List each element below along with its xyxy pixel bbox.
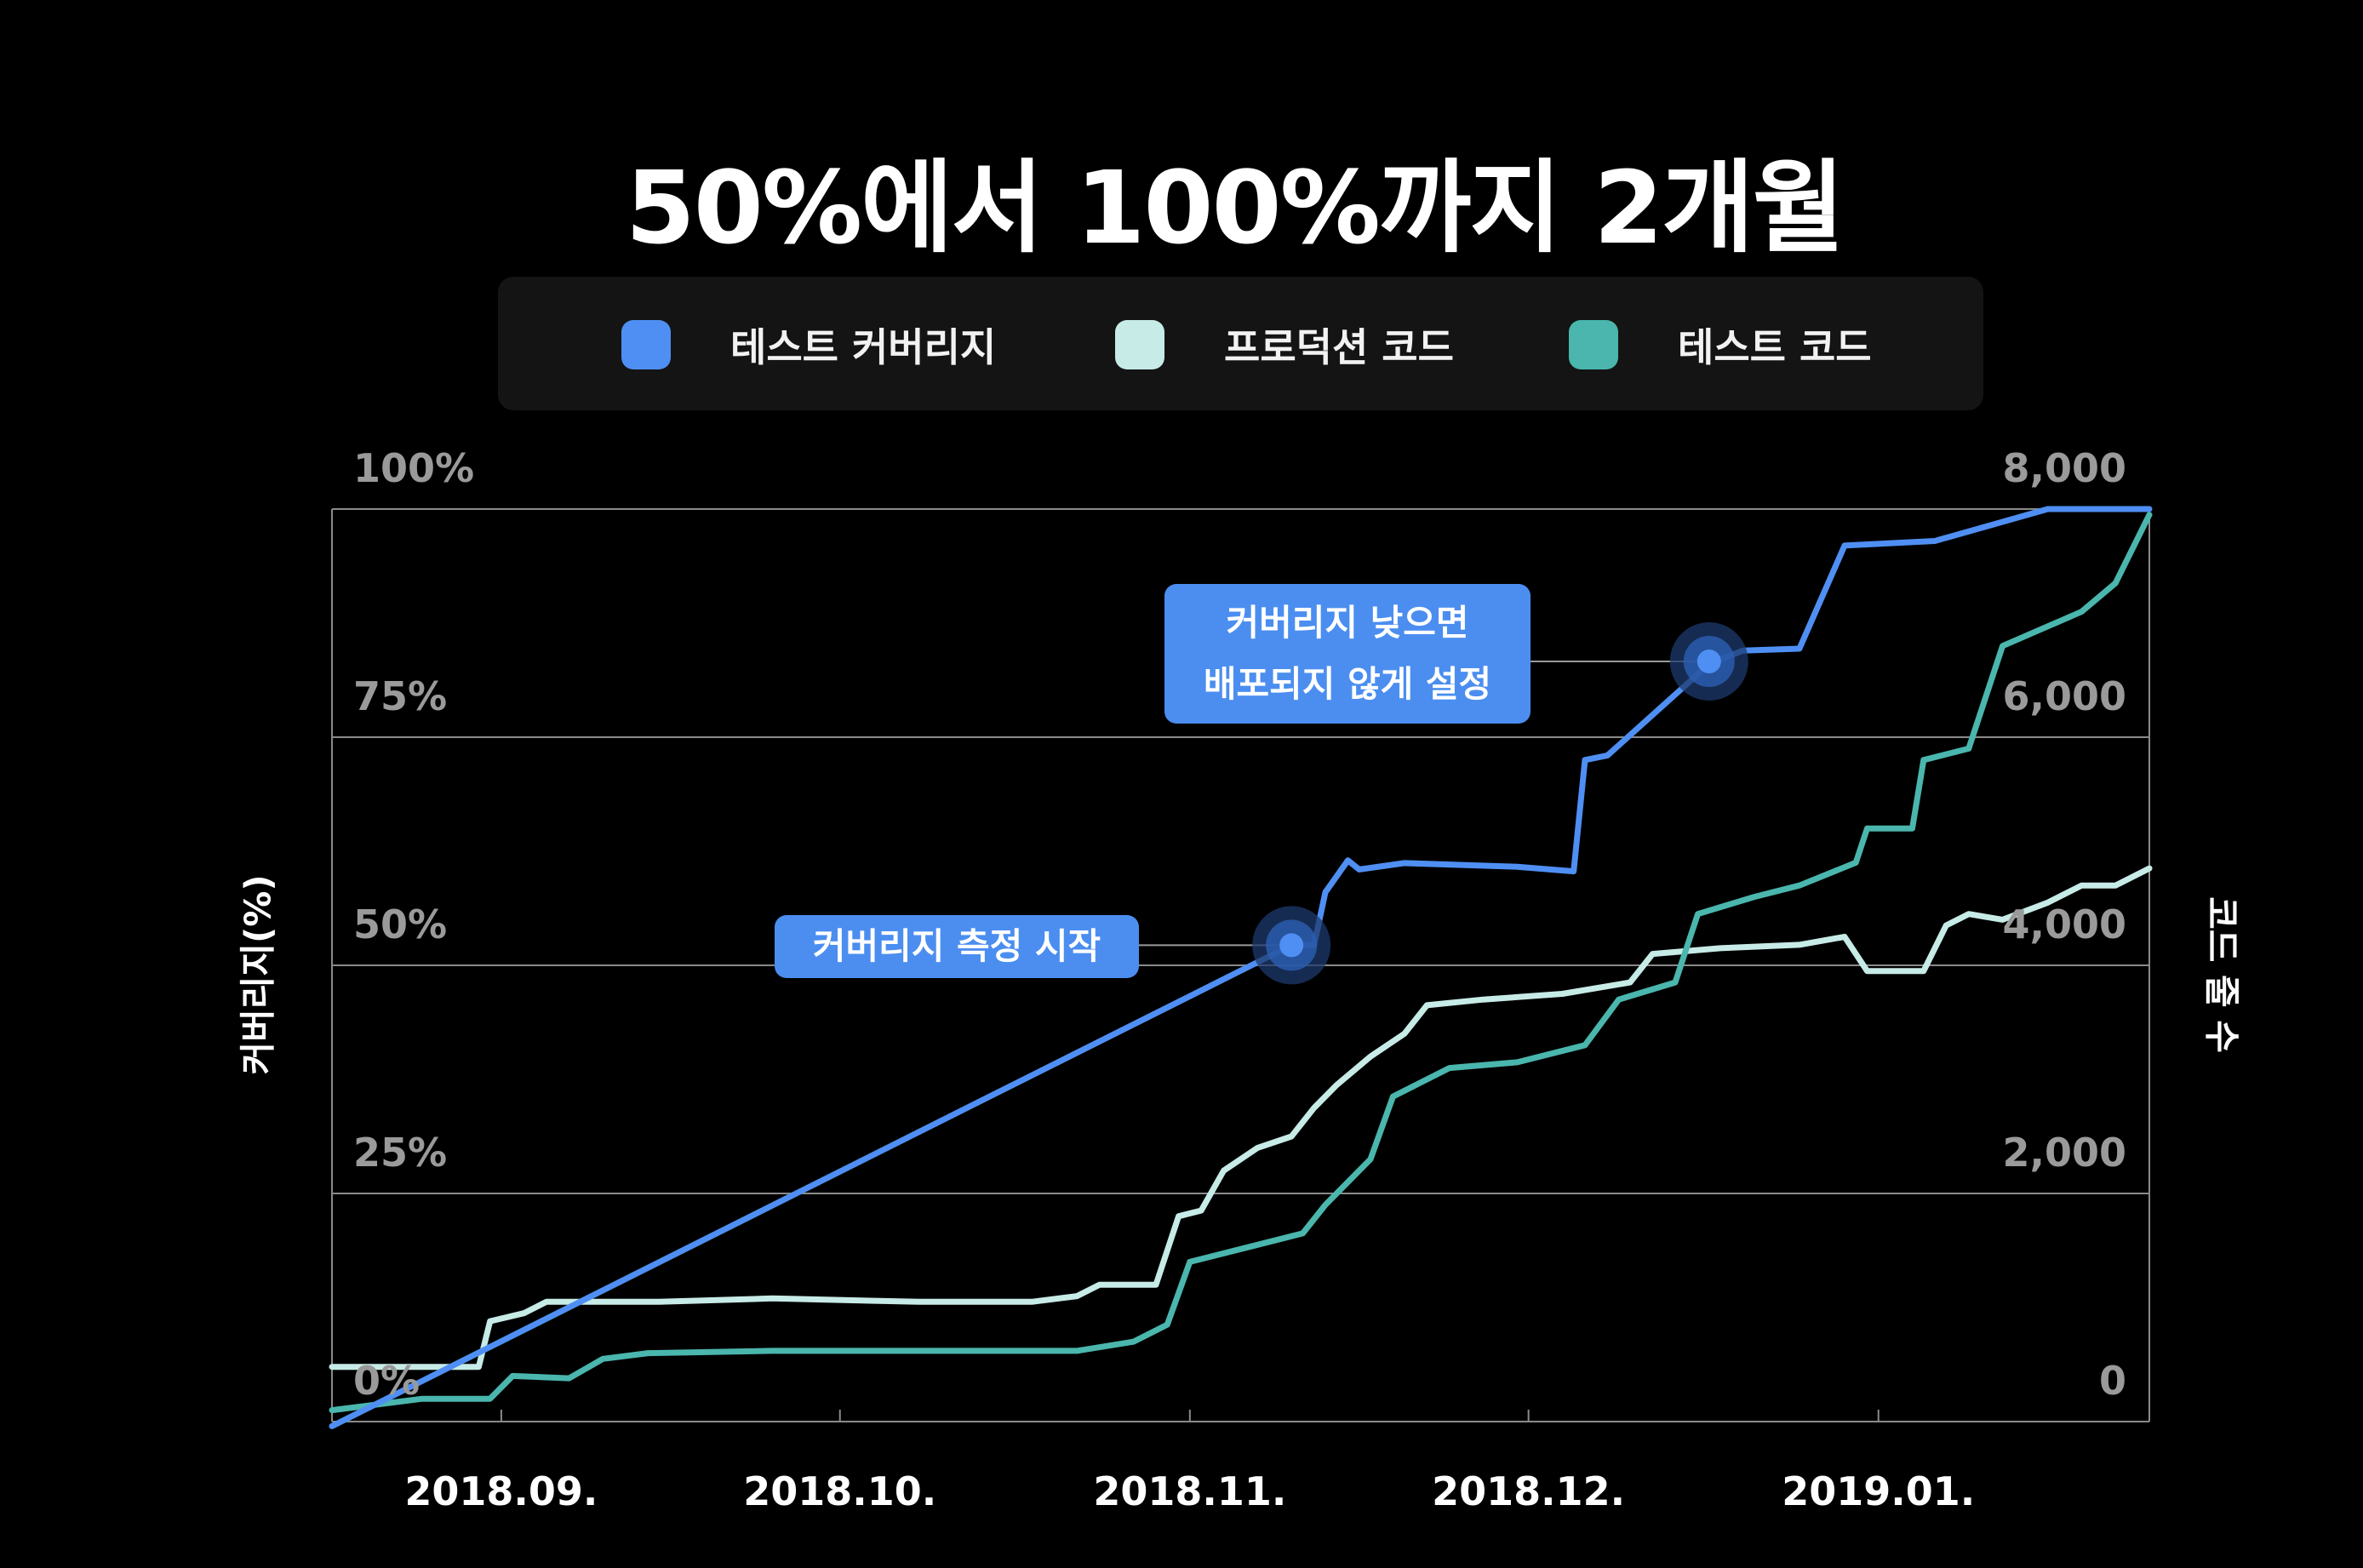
- y-axis-right-label: 코드 줄 수: [2200, 896, 2243, 1053]
- x-tick-label: 2019.01.: [1782, 1468, 1975, 1514]
- coverage-swatch-icon: [621, 320, 671, 369]
- annotation-deploy-policy-line2: 배포되지 않게 설정: [1203, 663, 1492, 705]
- test-code-swatch-icon: [1569, 320, 1618, 369]
- legend-item-test-code: 테스트 코드: [1569, 319, 1872, 370]
- y-right-tick-label: 0: [2099, 1358, 2126, 1404]
- y-right-tick-label: 2,000: [2002, 1130, 2126, 1176]
- y-left-tick-label: 25%: [353, 1130, 447, 1176]
- chart-title: 50%에서 100%까지 2개월: [625, 149, 1845, 266]
- production-code-swatch-icon: [1115, 320, 1164, 369]
- y-right-tick-label: 6,000: [2002, 673, 2126, 719]
- annotation-deploy-policy: 커버리지 낮으면 배포되지 않게 설정: [1164, 584, 1531, 724]
- y-right-tick-label: 8,000: [2002, 445, 2126, 491]
- annotation-deploy-policy-line1: 커버리지 낮으면: [1226, 602, 1469, 644]
- legend-item-production-code: 프로덕션 코드: [1115, 319, 1454, 370]
- series-line-1: [329, 865, 2153, 1371]
- y-left-tick-label: 75%: [353, 673, 447, 719]
- legend-item-coverage: 테스트 커버리지: [621, 319, 996, 370]
- y-left-tick-label: 0%: [353, 1358, 420, 1404]
- annotation-coverage-start: 커버리지 측정 시작: [775, 915, 1139, 978]
- legend-label-test-code: 테스트 코드: [1678, 324, 1872, 370]
- y-left-tick-label: 50%: [353, 901, 447, 947]
- marker-dot: [1696, 650, 1721, 674]
- y-left-tick-label: 100%: [353, 445, 474, 491]
- x-tick-label: 2018.11.: [1093, 1468, 1286, 1514]
- series-line-0: [329, 506, 2153, 1429]
- y-axis-left-label: 커버리지(%): [237, 874, 279, 1075]
- x-tick-label: 2018.09.: [404, 1468, 598, 1514]
- series-line-2: [329, 512, 2153, 1414]
- legend: 테스트 커버리지 프로덕션 코드 테스트 코드: [498, 277, 1983, 410]
- x-tick-label: 2018.10.: [743, 1468, 936, 1514]
- legend-label-production-code: 프로덕션 코드: [1224, 324, 1454, 370]
- legend-label-coverage: 테스트 커버리지: [730, 324, 997, 370]
- y-right-tick-label: 4,000: [2002, 901, 2126, 947]
- marker-dot: [1279, 933, 1304, 958]
- x-tick-label: 2018.12.: [1432, 1468, 1625, 1514]
